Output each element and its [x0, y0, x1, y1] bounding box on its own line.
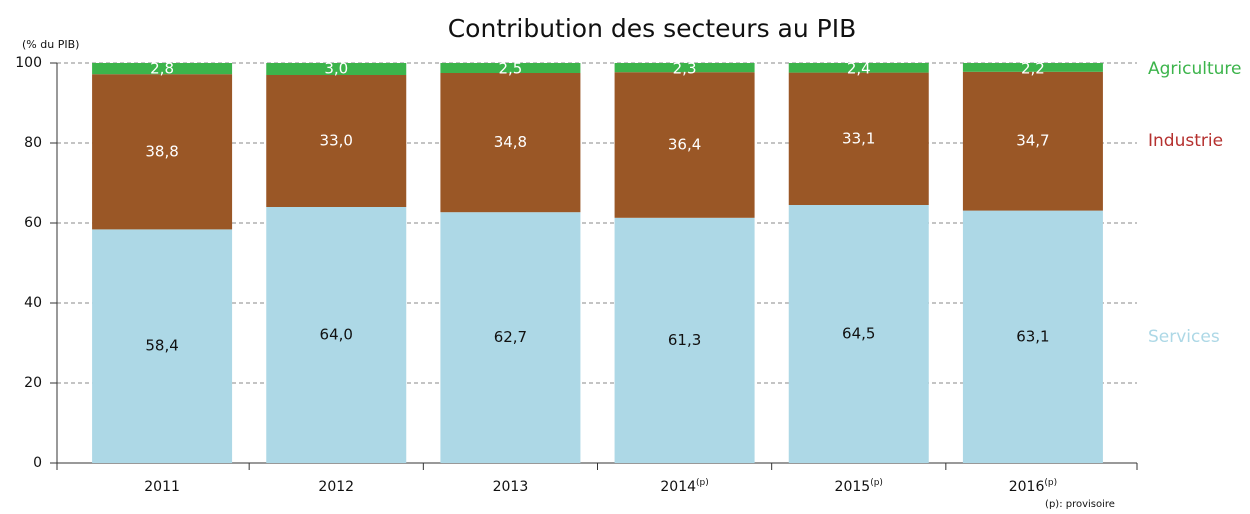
- y-tick-label: 100: [15, 55, 42, 71]
- bar-segment: [962, 210, 1103, 463]
- value-label: 2,2: [1021, 60, 1045, 78]
- x-tick-label: 2016(p): [1009, 478, 1057, 496]
- value-label: 3,0: [324, 60, 348, 78]
- bar-segment: [788, 63, 929, 73]
- value-label: 58,4: [145, 337, 178, 355]
- bar-segment: [92, 63, 233, 75]
- bar-segment: [92, 74, 233, 230]
- bar-segment: [266, 207, 407, 463]
- category: 2015: [835, 479, 871, 495]
- value-label: 62,7: [494, 328, 527, 346]
- x-tick-label: 2015(p): [835, 478, 883, 496]
- value-label: 34,7: [1016, 132, 1049, 150]
- legend-label: Services: [1148, 327, 1220, 347]
- value-label: 64,5: [842, 325, 875, 343]
- value-label: 61,3: [668, 331, 701, 349]
- value-label: 33,1: [842, 129, 875, 147]
- value-label: 36,4: [668, 136, 701, 154]
- x-tick-label: 2011: [144, 479, 180, 495]
- bar-segment: [614, 63, 755, 73]
- value-label: 34,8: [494, 133, 527, 151]
- y-tick-label: 40: [24, 295, 42, 311]
- bar-segment: [440, 73, 581, 213]
- bar-segment: [614, 72, 755, 218]
- bar-segment: [962, 71, 1103, 211]
- y-tick-label: 0: [33, 455, 42, 471]
- category: 2012: [318, 479, 354, 495]
- bar-segment: [266, 75, 407, 207]
- chart-title: Contribution des secteurs au PIB: [448, 14, 857, 43]
- category: 2013: [493, 479, 529, 495]
- bar-segment: [266, 63, 407, 75]
- bar-segment: [440, 212, 581, 463]
- legend-label: Industrie: [1148, 131, 1223, 151]
- y-tick-label: 80: [24, 135, 42, 151]
- category: 2011: [144, 479, 180, 495]
- bar-segment: [92, 229, 233, 463]
- value-label: 2,8: [150, 60, 174, 78]
- value-label: 64,0: [320, 326, 353, 344]
- bar-segment: [614, 217, 755, 463]
- category-note: (p): [1044, 478, 1057, 488]
- footnote: (p): provisoire: [1045, 499, 1115, 510]
- legend-label: Agriculture: [1148, 59, 1242, 79]
- category: 2016: [1009, 479, 1045, 495]
- bar-segment: [962, 63, 1103, 72]
- x-tick-label: 2014(p): [660, 478, 708, 496]
- bar-segment: [788, 72, 929, 205]
- value-label: 63,1: [1016, 327, 1049, 345]
- y-tick-label: 60: [24, 215, 42, 231]
- bar-segment: [788, 205, 929, 463]
- value-label: 33,0: [320, 132, 353, 150]
- value-label: 2,3: [673, 60, 697, 78]
- category: 2014: [660, 479, 696, 495]
- category-note: (p): [696, 478, 709, 488]
- y-tick-label: 20: [24, 375, 42, 391]
- x-tick-label: 2012: [318, 479, 354, 495]
- category-note: (p): [870, 478, 883, 488]
- x-tick-label: 2013: [493, 479, 529, 495]
- value-label: 38,8: [145, 142, 178, 160]
- y-axis-label: (% du PIB): [22, 38, 79, 51]
- value-label: 2,5: [498, 60, 522, 78]
- value-label: 2,4: [847, 60, 871, 78]
- bar-segment: [440, 63, 581, 73]
